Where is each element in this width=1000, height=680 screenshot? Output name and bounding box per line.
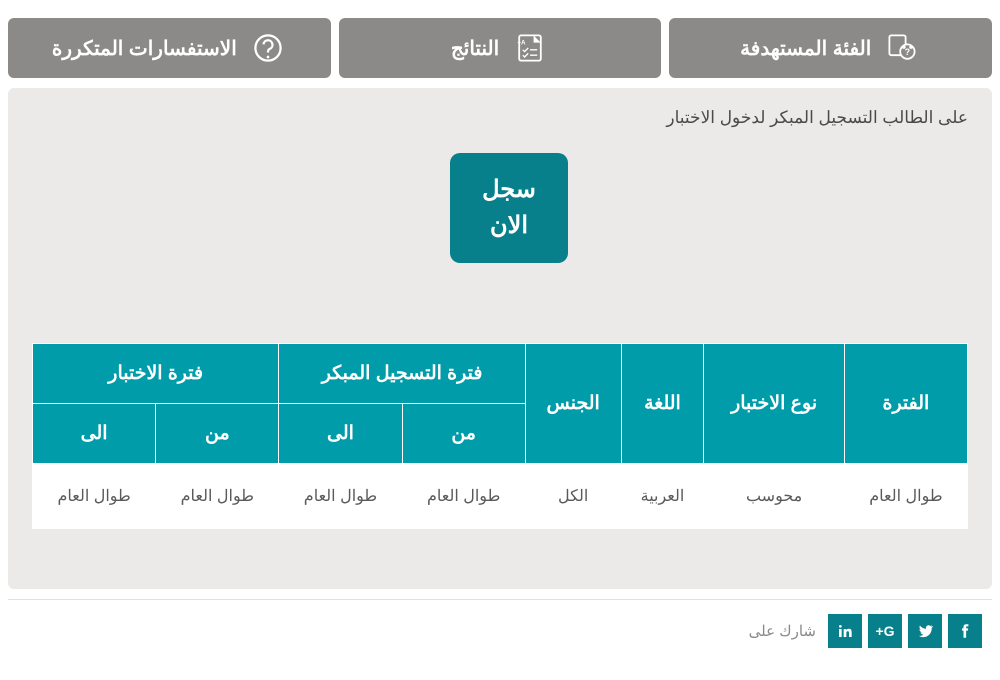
svg-text:?: ? [905,47,911,57]
tab-label: الاستفسارات المتكررة [52,36,237,61]
cell-test-from: طوال العام [156,464,279,529]
table-row: طوال العام محوسب العربية الكل طوال العام… [33,464,968,529]
tabs-container: ? الفئة المستهدفة A+ النتائج [0,0,1000,84]
register-line2: الان [490,208,528,244]
schedule-table: الفترة نوع الاختبار اللغة الجنس فترة الت… [32,343,968,529]
tab-label: النتائج [451,36,499,61]
col-test-period: فترة الاختبار [33,344,279,404]
col-early-to: الى [279,404,402,464]
col-period: الفترة [844,344,967,464]
cell-gender: الكل [525,464,621,529]
share-bar: G+ شارك على [8,599,992,662]
tab-results[interactable]: A+ النتائج [339,18,662,78]
facebook-button[interactable] [948,614,982,648]
content-panel: على الطالب التسجيل المبكر لدخول الاختبار… [8,88,992,589]
target-audience-icon: ? [883,29,921,67]
col-test-from: من [156,404,279,464]
cell-period: طوال العام [844,464,967,529]
col-early-reg: فترة التسجيل المبكر [279,344,525,404]
register-now-button[interactable]: سجل الان [450,153,568,263]
cell-early-to: طوال العام [279,464,402,529]
googleplus-button[interactable]: G+ [868,614,902,648]
googleplus-icon: G+ [875,623,894,639]
twitter-icon [916,622,934,640]
facebook-icon [956,622,974,640]
cell-test-to: طوال العام [33,464,156,529]
col-gender: الجنس [525,344,621,464]
register-line1: سجل [482,172,536,208]
cell-early-from: طوال العام [402,464,525,529]
tab-target-audience[interactable]: ? الفئة المستهدفة [669,18,992,78]
col-test-type: نوع الاختبار [704,344,844,464]
share-label: شارك على [749,622,816,640]
twitter-button[interactable] [908,614,942,648]
linkedin-button[interactable] [828,614,862,648]
results-icon: A+ [511,29,549,67]
instruction-text: على الطالب التسجيل المبكر لدخول الاختبار [32,108,968,128]
tab-faq[interactable]: الاستفسارات المتكررة [8,18,331,78]
col-language: اللغة [621,344,704,464]
cell-test-type: محوسب [704,464,844,529]
svg-text:A+: A+ [517,39,526,46]
tab-label: الفئة المستهدفة [740,36,871,61]
cell-language: العربية [621,464,704,529]
col-test-to: الى [33,404,156,464]
linkedin-icon [837,623,853,639]
col-early-from: من [402,404,525,464]
faq-icon [249,29,287,67]
